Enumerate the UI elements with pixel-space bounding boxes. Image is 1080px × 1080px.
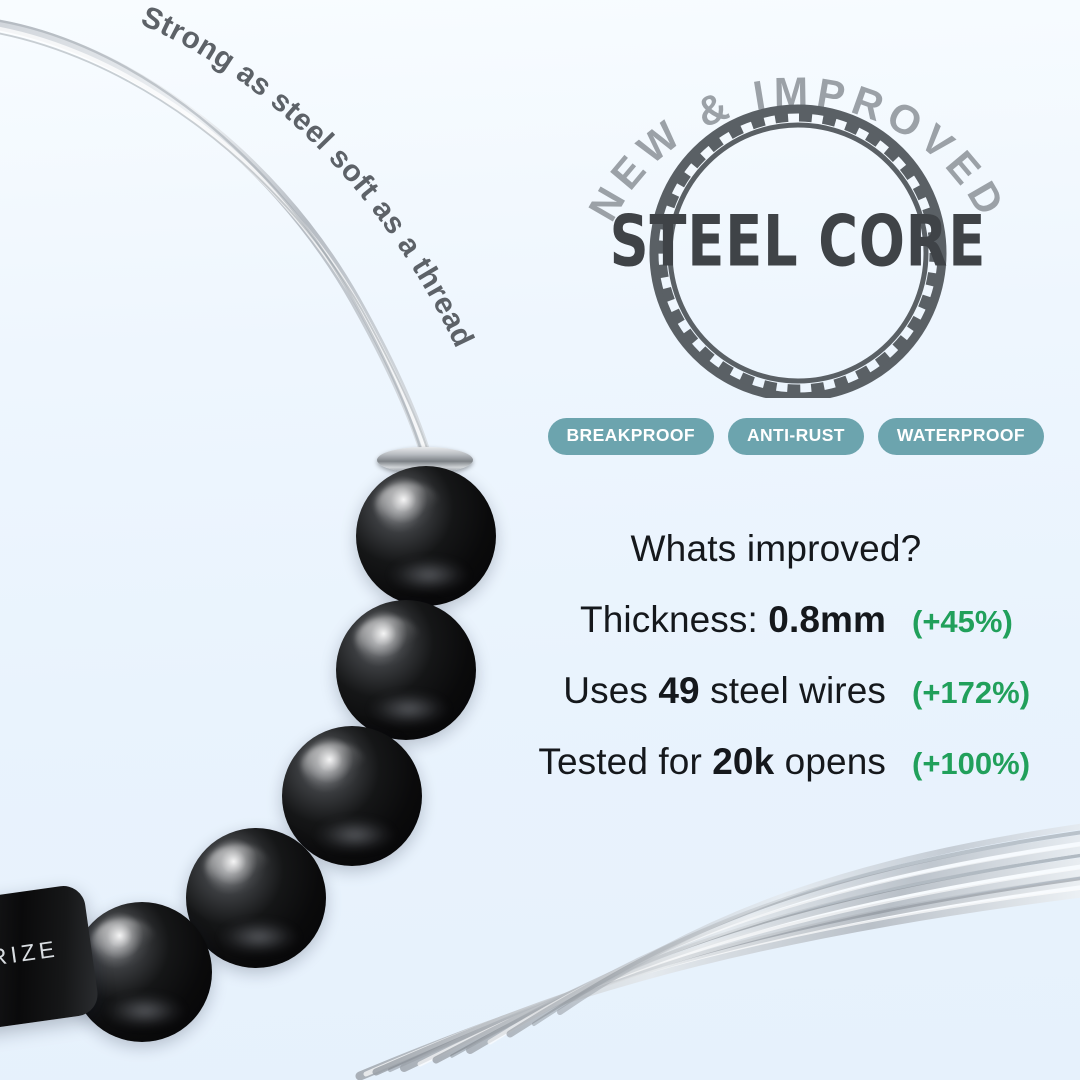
spec-gain-wires: (+172%) [912, 675, 1031, 710]
bead [336, 600, 476, 740]
spec-row-thickness: Thickness: 0.8mm (+45%) [500, 599, 1060, 641]
specs-heading: Whats improved? [630, 528, 922, 569]
pill-breakproof[interactable]: BREAKPROOF [547, 418, 714, 455]
pill-waterproof[interactable]: WATERPROOF [877, 418, 1044, 455]
bead [72, 902, 212, 1042]
spec-value: 49 [658, 670, 700, 711]
spec-prefix: Uses [563, 670, 659, 711]
spec-suffix: steel wires [699, 670, 886, 711]
clasp-brand-label: RIZE [0, 935, 60, 971]
tagline-curved-text: Strong as steel soft as a thread [137, 0, 481, 353]
pill-anti-rust[interactable]: ANTI-RUST [727, 418, 864, 455]
spec-prefix: Tested for [538, 741, 713, 782]
feature-pill-group: BREAKPROOF ANTI-RUST WATERPROOF [520, 418, 1044, 455]
spec-prefix: Thickness: [580, 599, 769, 640]
badge-wordmark-text: STEEL CORE [609, 200, 987, 282]
spec-gain-thickness: (+45%) [912, 604, 1013, 639]
spec-suffix: opens [774, 741, 886, 782]
spec-label-thickness: Thickness: 0.8mm [580, 599, 886, 641]
spec-label-opens: Tested for 20k opens [538, 741, 886, 783]
bead [186, 828, 326, 968]
bead [282, 726, 422, 866]
clasp-barrel [0, 883, 101, 1034]
bead [356, 466, 496, 606]
specs-panel: Whats improved? Thickness: 0.8mm (+45%) … [500, 528, 1060, 783]
steel-core-badge: NEW & IMPROVED [580, 69, 1009, 398]
tagline-text: Strong as steel soft as a thread [137, 0, 481, 353]
badge-ring [649, 104, 947, 398]
spec-value: 20k [712, 741, 775, 782]
spec-row-wires: Uses 49 steel wires (+172%) [500, 670, 1060, 712]
metal-spacer-disc [377, 447, 473, 473]
spec-row-opens: Tested for 20k opens (+100%) [500, 741, 1060, 783]
spec-label-wires: Uses 49 steel wires [563, 670, 886, 712]
spec-gain-opens: (+100%) [912, 746, 1031, 781]
badge-wordmark: STEEL CORE [548, 196, 1048, 286]
spec-value: 0.8mm [768, 599, 886, 640]
